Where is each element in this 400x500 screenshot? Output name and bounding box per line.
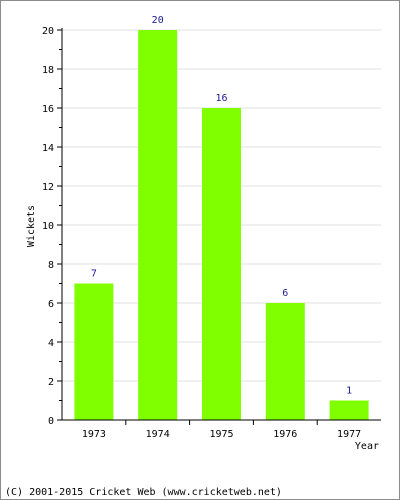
grid-lines [62, 29, 381, 382]
x-tick-label: 1976 [273, 429, 297, 440]
x-tick-label: 1974 [146, 429, 170, 440]
x-tick-label: 1973 [82, 429, 106, 440]
bar-value-label: 6 [282, 288, 288, 299]
bar-value-label: 1 [346, 386, 352, 397]
y-tick-label: 20 [42, 26, 54, 37]
y-tick-label: 4 [48, 338, 54, 349]
bars [74, 30, 369, 420]
x-tick-label: 1977 [337, 429, 361, 440]
bar [265, 303, 305, 420]
bar-value-label: 16 [215, 93, 227, 104]
y-tick-label: 0 [48, 416, 54, 427]
y-tick-label: 6 [48, 299, 54, 310]
bar [329, 400, 369, 420]
bar [138, 30, 178, 420]
y-tick-label: 8 [48, 260, 54, 271]
y-tick-label: 10 [42, 221, 54, 232]
axes [57, 28, 381, 425]
x-tick-label: 1975 [209, 429, 233, 440]
y-tick-label: 18 [42, 65, 54, 76]
y-axis-title: Wickets [26, 205, 37, 247]
y-tick-label: 16 [42, 104, 54, 115]
bar-value-label: 20 [152, 15, 164, 26]
labels: 0 2 4 6 8 10 12 14 16 18 20 7 1973 20 1974 16 1975 6 1976 1… [42, 15, 361, 440]
x-axis-title: Year [355, 441, 379, 452]
bar-value-label: 7 [91, 269, 97, 280]
copyright-footer: (C) 2001-2015 Cricket Web (www.cricketwe… [5, 487, 282, 498]
y-tick-label: 2 [48, 377, 54, 388]
y-tick-label: 12 [42, 182, 54, 193]
bar [74, 283, 114, 420]
y-tick-label: 14 [42, 143, 54, 154]
bar [202, 108, 241, 420]
